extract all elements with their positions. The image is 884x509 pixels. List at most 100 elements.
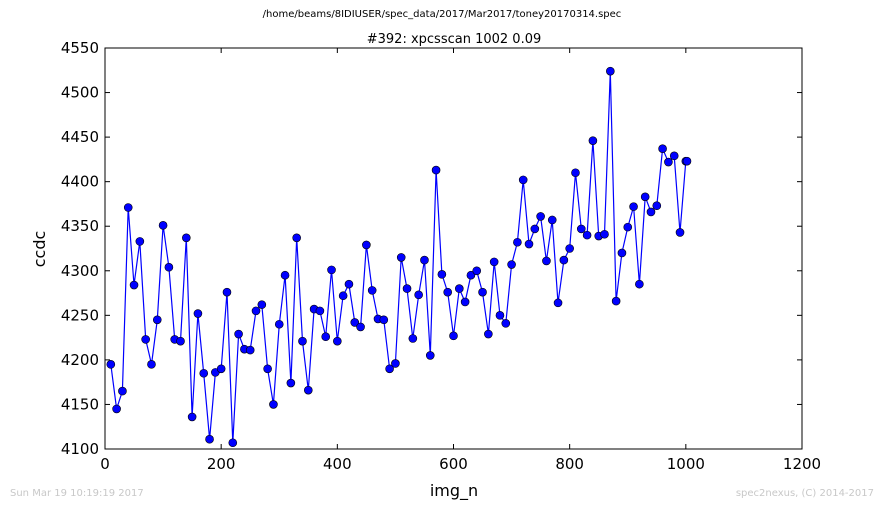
- y-tick-label: 4300: [61, 262, 99, 280]
- data-point: [321, 332, 331, 342]
- data-point: [606, 66, 615, 76]
- data-point: [228, 438, 238, 448]
- data-point: [629, 202, 638, 211]
- data-point: [234, 329, 243, 339]
- data-point: [315, 306, 325, 316]
- data-point: [414, 290, 423, 300]
- data-point: [187, 412, 197, 422]
- data-point: [391, 359, 400, 368]
- y-tick-label: 4500: [61, 84, 99, 102]
- data-point: [286, 378, 296, 388]
- data-point: [501, 319, 511, 328]
- data-point: [635, 279, 644, 289]
- data-point: [536, 212, 545, 221]
- data-point: [356, 322, 365, 332]
- data-point: [460, 297, 470, 307]
- data-point: [518, 175, 528, 185]
- data-point: [513, 237, 522, 247]
- data-point: [682, 156, 692, 166]
- data-point: [449, 331, 458, 341]
- data-point: [652, 201, 662, 211]
- data-point: [205, 434, 214, 444]
- x-tick-label: 1200: [783, 455, 821, 473]
- figure-suptitle: /home/beams/8IDIUSER/spec_data/2017/Mar2…: [262, 9, 622, 20]
- data-point: [292, 233, 301, 243]
- y-tick-label: 4150: [61, 395, 99, 413]
- series-layer: [106, 66, 692, 448]
- data-point: [298, 336, 307, 346]
- x-axis: 0 200 400 600 800 1000 1200: [100, 48, 821, 473]
- data-point: [362, 240, 371, 250]
- x-tick-label: 600: [439, 455, 468, 473]
- data-point: [182, 233, 191, 243]
- chart-title: #392: xpcsscan 1002 0.09: [367, 32, 542, 47]
- data-point: [472, 266, 482, 276]
- data-point: [658, 144, 667, 153]
- data-point: [379, 315, 389, 325]
- footer-credit: spec2nexus, (C) 2014-2017: [735, 488, 874, 499]
- y-tick-label: 4250: [61, 306, 99, 324]
- data-point: [669, 151, 679, 161]
- footer-timestamp: Sun Mar 19 10:19:19 2017: [10, 488, 144, 499]
- data-point: [582, 230, 592, 240]
- data-point: [425, 351, 435, 360]
- data-point: [338, 291, 348, 301]
- data-point: [199, 368, 209, 378]
- data-point: [222, 287, 232, 297]
- data-point: [565, 244, 574, 253]
- data-point: [245, 345, 255, 355]
- data-point: [623, 222, 633, 232]
- data-point: [118, 386, 127, 396]
- data-point: [106, 360, 116, 369]
- data-point: [420, 255, 429, 265]
- x-tick-label: 800: [555, 455, 584, 473]
- data-point: [257, 300, 267, 309]
- data-point: [553, 298, 563, 308]
- data-point: [495, 311, 505, 320]
- data-point: [455, 284, 464, 293]
- x-tick-label: 400: [323, 455, 352, 473]
- plot-frame: [104, 47, 803, 450]
- x-tick-label: 200: [207, 455, 236, 473]
- data-point: [611, 296, 621, 306]
- data-point: [135, 237, 145, 246]
- data-point: [437, 270, 447, 279]
- data-point: [542, 256, 551, 266]
- data-point: [176, 336, 185, 346]
- x-tick-label: 0: [100, 455, 110, 473]
- data-point: [280, 270, 290, 280]
- data-point: [367, 286, 377, 295]
- data-point: [588, 136, 598, 145]
- data-point: [466, 270, 476, 280]
- data-point: [385, 364, 394, 374]
- data-point: [193, 309, 203, 318]
- data-point: [251, 306, 261, 316]
- data-point: [158, 221, 168, 230]
- data-point: [327, 265, 336, 275]
- data-point: [408, 334, 418, 343]
- data-point: [530, 224, 540, 234]
- data-point: [147, 360, 156, 369]
- y-tick-label: 4400: [61, 173, 99, 191]
- y-tick-label: 4100: [61, 440, 99, 458]
- data-point: [600, 229, 609, 239]
- data-point: [303, 385, 313, 395]
- data-point: [396, 253, 406, 262]
- x-tick-label: 1000: [667, 455, 705, 473]
- data-point: [269, 400, 278, 409]
- data-point: [402, 284, 412, 293]
- data-point: [141, 335, 150, 344]
- data-point: [123, 203, 133, 212]
- data-point: [129, 280, 139, 290]
- y-axis-label: ccdc: [30, 231, 49, 268]
- data-point: [675, 228, 685, 237]
- y-tick-label: 4200: [61, 351, 99, 369]
- data-point: [274, 319, 284, 329]
- data-point: [443, 287, 452, 297]
- data-point: [152, 315, 162, 325]
- data-point: [164, 262, 174, 272]
- data-point: [640, 192, 650, 202]
- data-point: [524, 239, 534, 249]
- y-axis: 4100 4150 4200 4250 4300 4350 4400 4450 4500 4550: [61, 39, 802, 458]
